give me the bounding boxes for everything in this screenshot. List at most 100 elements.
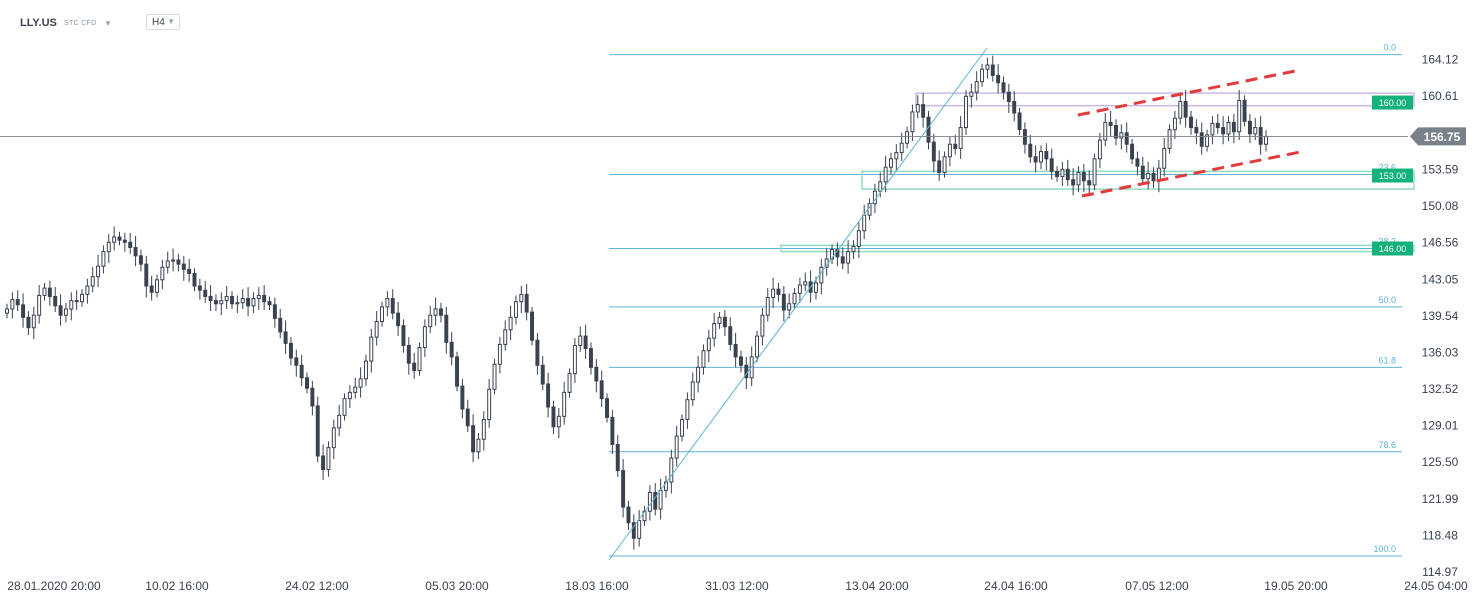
candle-down — [208, 295, 213, 302]
candle-up — [422, 326, 427, 349]
fib-level-label: 100.0 — [1373, 544, 1396, 554]
candle-up — [1092, 158, 1097, 186]
candle-down — [1130, 143, 1135, 160]
candle-up — [685, 399, 690, 420]
candle-up — [1103, 121, 1108, 141]
candle-down — [187, 268, 192, 275]
candle-down — [262, 294, 267, 303]
candle-down — [996, 74, 1001, 84]
candle-up — [10, 299, 15, 310]
timeframe-select[interactable]: H4 ▼ — [146, 14, 180, 30]
candle-up — [905, 131, 910, 144]
candle-down — [1135, 158, 1140, 167]
candle-up — [814, 282, 818, 293]
candle-down — [246, 298, 251, 307]
candle-up — [562, 391, 567, 417]
candle-up — [1226, 121, 1231, 135]
candle-down — [128, 241, 133, 248]
candle-down — [931, 141, 936, 162]
candle-down — [133, 246, 138, 257]
candle-up — [706, 337, 711, 352]
candle-down — [631, 522, 636, 539]
candle-up — [90, 276, 95, 287]
candle-up — [862, 214, 867, 232]
candle-up — [669, 457, 674, 483]
candle-down — [192, 273, 197, 287]
x-tick-label: 24.05 04:00 — [1404, 579, 1468, 593]
candle-down — [299, 364, 304, 379]
candle-up — [792, 292, 797, 305]
candle-up — [958, 127, 963, 149]
candle-up — [385, 298, 390, 308]
candle-down — [1001, 82, 1006, 93]
price-tag-label: 153.00 — [1379, 171, 1407, 181]
candle-up — [712, 323, 717, 339]
y-tick-label: 150.08 — [1422, 199, 1459, 213]
candle-up — [487, 388, 492, 420]
candle-up — [481, 418, 486, 440]
candle-up — [572, 344, 577, 375]
candle-down — [1044, 151, 1049, 160]
candle-up — [155, 279, 159, 293]
candle-down — [1081, 171, 1086, 182]
x-tick-label: 24.02 12:00 — [285, 579, 349, 593]
candle-down — [1033, 156, 1038, 163]
candle-down — [728, 326, 733, 345]
candle-up — [980, 68, 985, 83]
symbol-label: LLY.US — [20, 17, 57, 29]
candle-down — [1049, 158, 1054, 172]
fib-level-label: 23.6 — [1378, 162, 1396, 172]
y-tick-label: 136.03 — [1422, 345, 1459, 359]
drawings — [0, 47, 1408, 561]
candle-up — [1167, 129, 1172, 149]
candle-down — [605, 398, 610, 418]
candle-down — [412, 362, 417, 371]
candle-down — [288, 342, 293, 359]
candle-down — [1087, 180, 1092, 186]
candle-down — [197, 285, 202, 291]
candle-down — [599, 380, 604, 400]
candle-down — [953, 143, 958, 149]
candle-down — [1194, 127, 1199, 134]
y-tick-label: 143.05 — [1422, 272, 1459, 286]
candle-down — [840, 256, 845, 264]
candle-up — [974, 81, 979, 93]
candle-up — [578, 335, 583, 346]
candle-down — [1124, 132, 1129, 145]
candle-up — [1060, 168, 1065, 178]
candle-up — [1264, 135, 1268, 145]
price-tag-label: 160.00 — [1379, 98, 1407, 108]
candle-down — [315, 405, 320, 457]
candle-up — [803, 281, 808, 286]
candle-down — [1012, 101, 1017, 114]
candle-up — [797, 284, 802, 294]
candle-up — [894, 152, 899, 160]
candle-down — [1071, 179, 1076, 186]
candle-up — [1237, 99, 1242, 133]
candle-down — [176, 259, 181, 265]
candle-up — [347, 391, 352, 400]
candle-up — [760, 314, 765, 337]
candle-up — [1076, 171, 1081, 186]
candle-down — [1215, 122, 1220, 129]
candle-down — [283, 331, 288, 344]
candle-down — [1189, 116, 1193, 129]
candle-down — [396, 312, 401, 327]
candle-down — [47, 287, 52, 297]
candle-up — [5, 308, 9, 314]
candle-up — [889, 158, 893, 168]
chevron-down-icon[interactable]: ▼ — [104, 18, 112, 28]
candlesticks — [5, 55, 1268, 550]
candle-up — [830, 249, 835, 260]
candle-down — [1022, 129, 1027, 145]
candle-up — [765, 297, 770, 316]
price-zone — [915, 92, 1415, 107]
x-tick-label: 28.01.2020 20:00 — [7, 579, 101, 593]
candle-down — [401, 325, 406, 346]
price-tag-bg — [1372, 241, 1413, 256]
trend-line — [608, 47, 988, 561]
candle-down — [1199, 132, 1204, 147]
candle-up — [969, 91, 974, 97]
candle-down — [122, 239, 127, 243]
